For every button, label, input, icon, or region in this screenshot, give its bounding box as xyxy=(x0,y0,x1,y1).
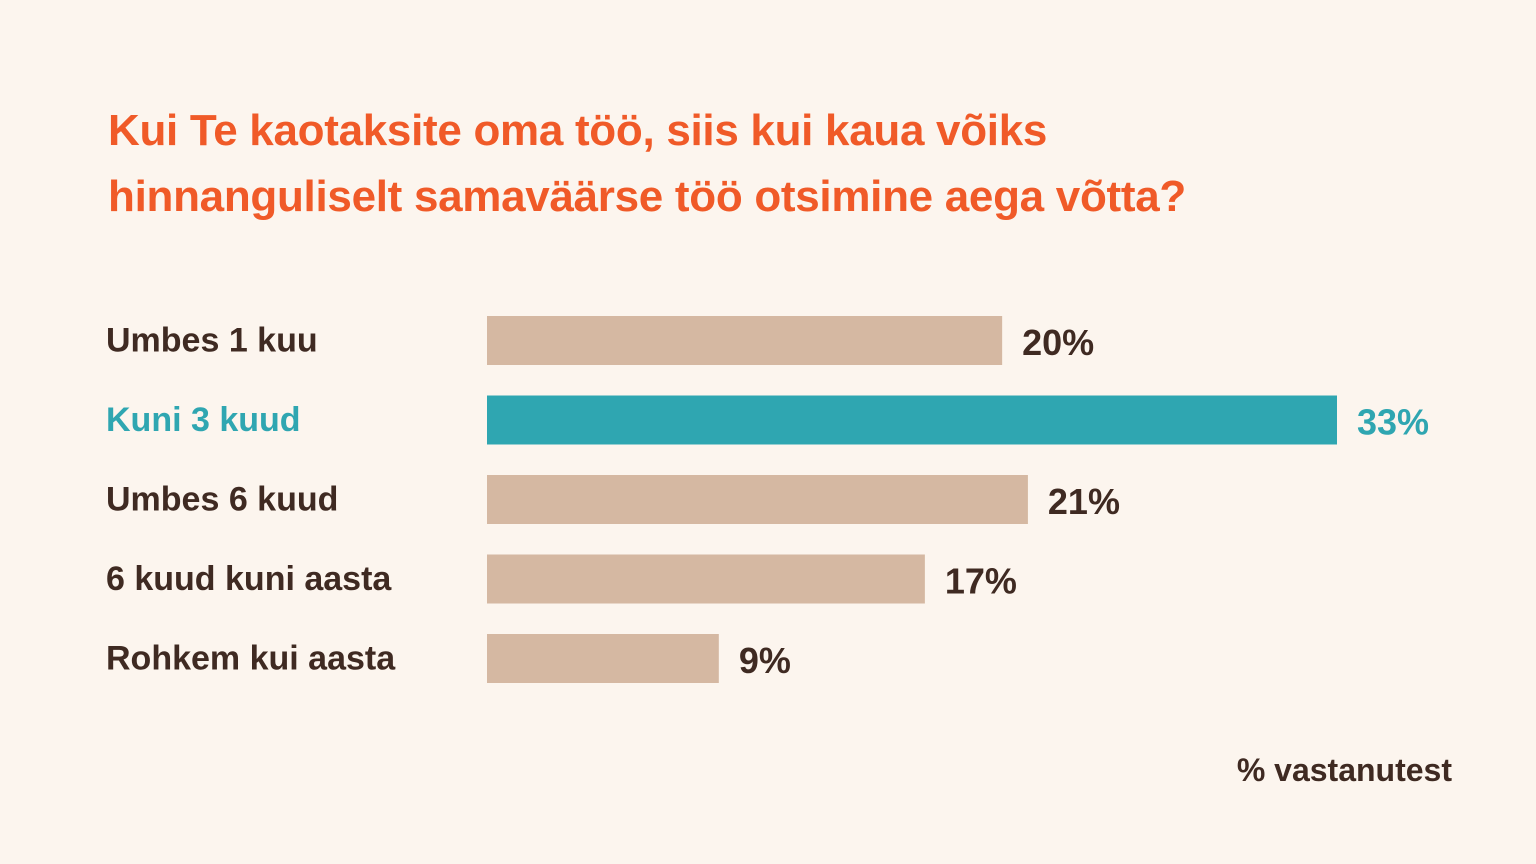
category-label-0: Umbes 1 kuu xyxy=(106,322,318,360)
bar-3 xyxy=(487,554,925,604)
chart-title-line-2: hinnanguliselt samaväärse töö otsimine a… xyxy=(108,172,1186,221)
value-label-3: 17% xyxy=(945,561,1017,602)
category-label-1: Kuni 3 kuud xyxy=(106,401,301,439)
value-label-1: 33% xyxy=(1357,402,1429,443)
value-label-2: 21% xyxy=(1048,481,1120,522)
category-label-4: Rohkem kui aasta xyxy=(106,640,396,678)
bar-4 xyxy=(487,634,719,683)
value-label-4: 9% xyxy=(739,640,791,681)
category-label-3: 6 kuud kuni aasta xyxy=(106,560,392,598)
unit-note: % vastanutest xyxy=(1236,752,1452,788)
bar-1 xyxy=(487,395,1337,445)
value-label-0: 20% xyxy=(1022,322,1094,363)
category-label-2: Umbes 6 kuud xyxy=(106,481,338,519)
bar-2 xyxy=(487,475,1028,524)
chart-title: Kui Te kaotaksite oma töö, siis kui kaua… xyxy=(108,98,1468,230)
bar-0 xyxy=(487,316,1003,365)
chart-title-line-1: Kui Te kaotaksite oma töö, siis kui kaua… xyxy=(108,106,1048,155)
